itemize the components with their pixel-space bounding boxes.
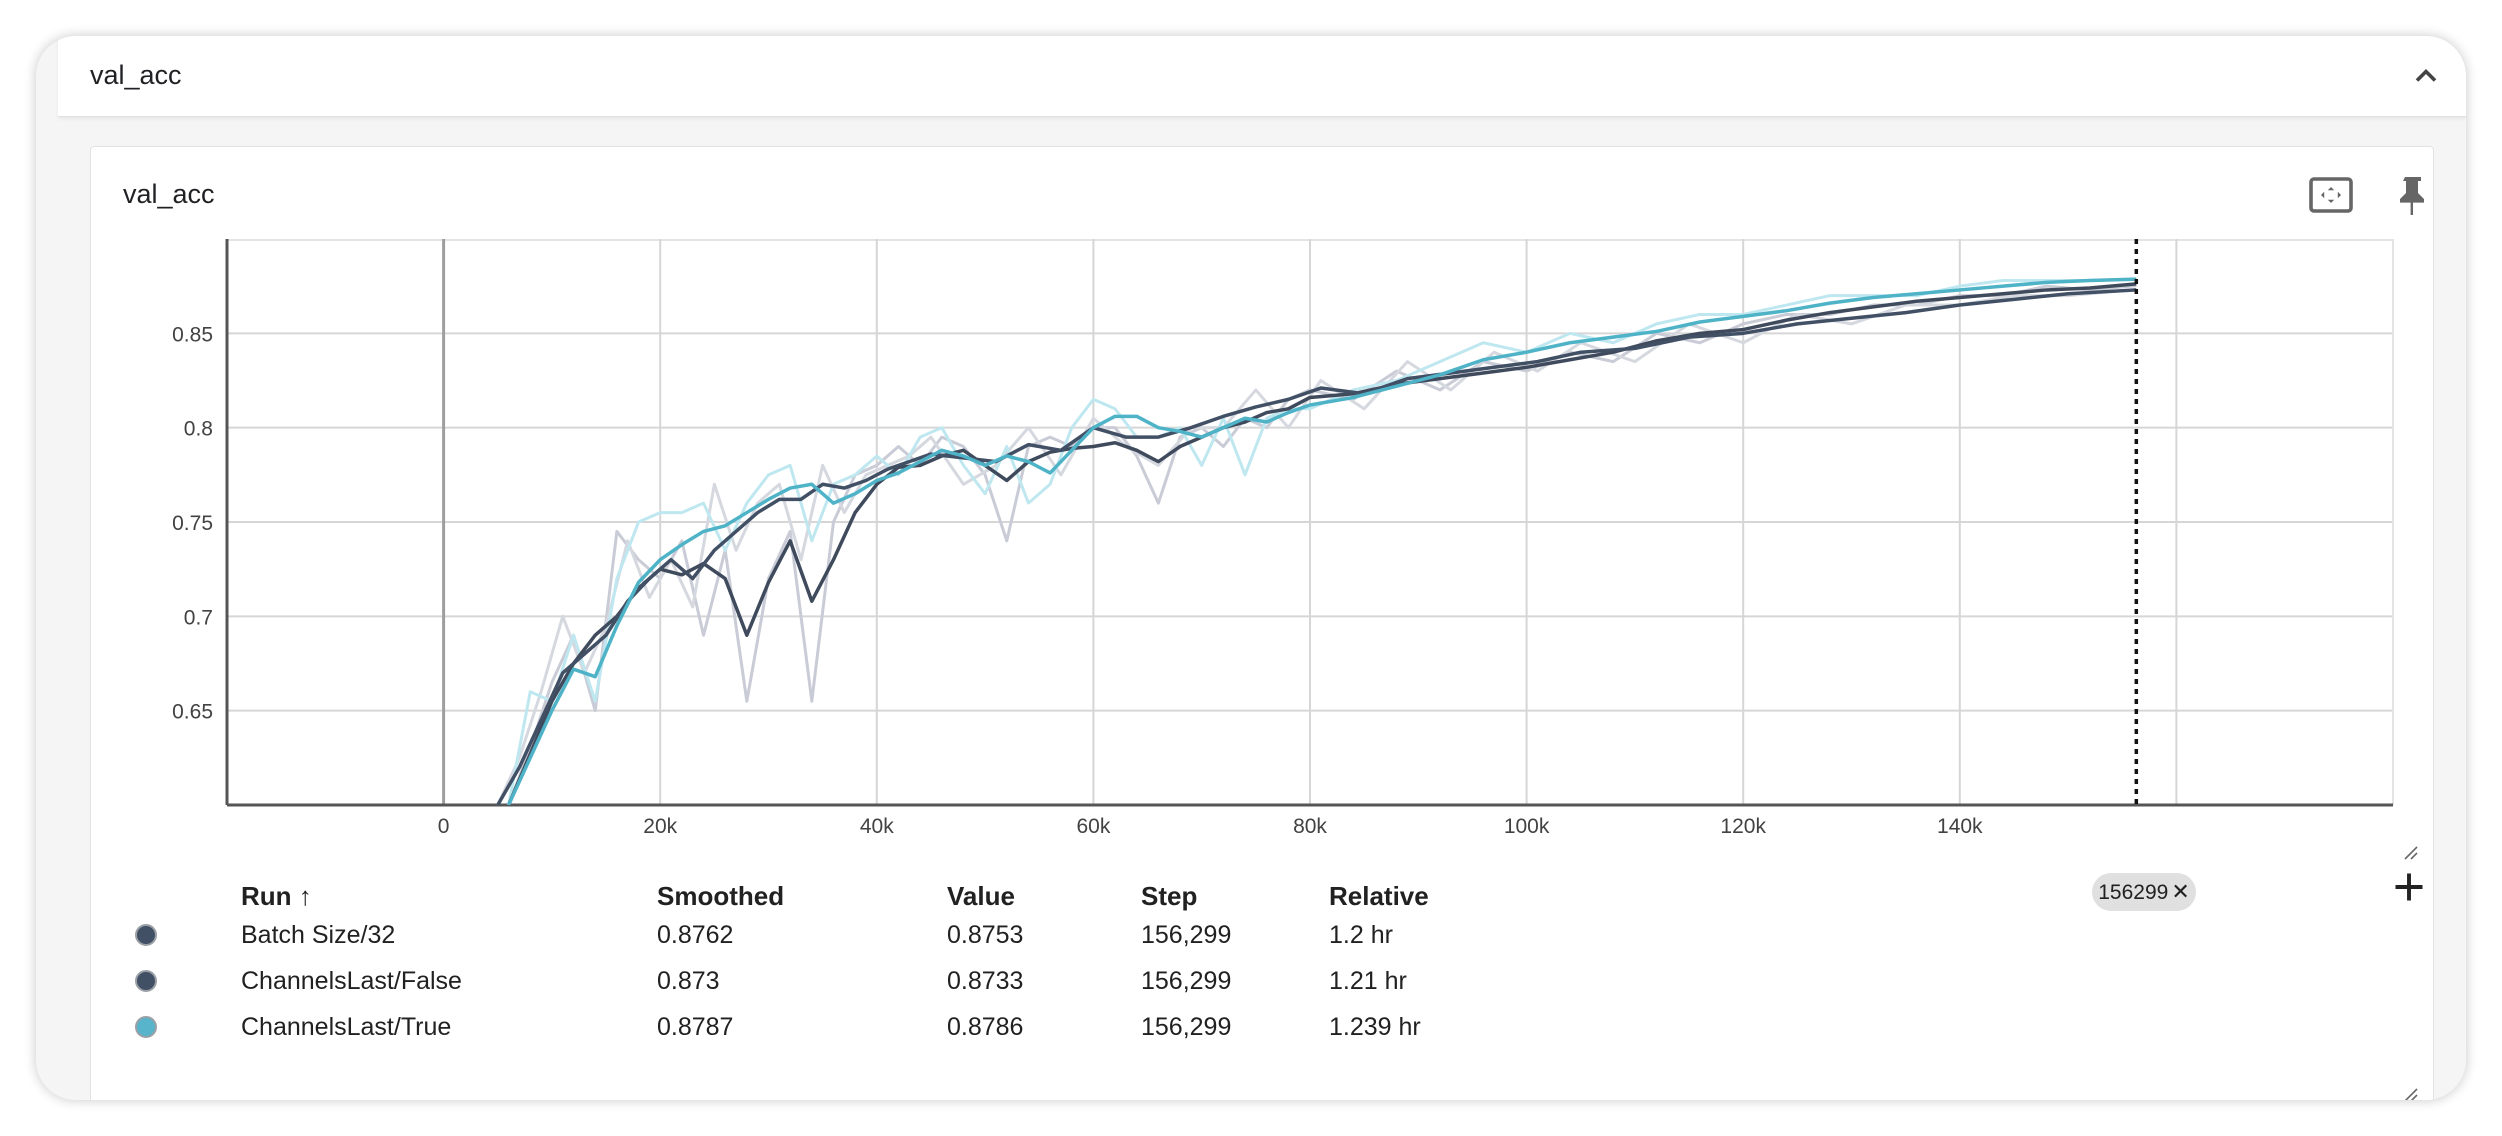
smoothed-cell: 0.8787 [657, 1013, 734, 1041]
chevron-up-icon[interactable] [2408, 58, 2444, 94]
y-tick-label: 0.65 [172, 701, 213, 724]
run-name: ChannelsLast/True [241, 1013, 452, 1041]
header-relative[interactable]: Relative [1329, 881, 1429, 911]
series-line [506, 282, 2137, 805]
series-raw-line [496, 287, 2137, 805]
y-tick-label: 0.85 [172, 323, 213, 346]
y-tick-label: 0.7 [184, 606, 213, 629]
step-cell: 156,299 [1141, 1013, 1232, 1041]
header-smoothed[interactable]: Smoothed [657, 881, 785, 911]
run-color-dot [135, 970, 157, 992]
x-tick-label: 0 [438, 815, 450, 838]
smoothed-cell: 0.873 [657, 967, 720, 995]
run-color-dot [135, 1016, 157, 1038]
x-tick-label: 40k [860, 815, 894, 838]
step-cursor-label: 156299 [2098, 881, 2169, 904]
line-chart[interactable]: 0.65 0.7 0.75 0.8 0.85 0 20k 40k 60k 80k 100k 120k 1… [91, 239, 2433, 879]
header-value[interactable]: Value [947, 881, 1015, 911]
x-tick-label: 20k [643, 815, 677, 838]
header-step[interactable]: Step [1141, 881, 1198, 911]
x-tick-label: 100k [1504, 815, 1550, 838]
value-cell: 0.8786 [947, 1013, 1024, 1041]
series-raw-line [507, 284, 2137, 805]
group-title: val_acc [90, 60, 182, 90]
run-color-dot [135, 924, 157, 946]
smoothed-cell: 0.8762 [657, 921, 734, 949]
run-name: ChannelsLast/False [241, 967, 462, 995]
series-raw-line [507, 277, 2137, 805]
group-header[interactable]: val_acc [58, 36, 2466, 117]
resize-handle-icon[interactable] [2399, 1083, 2419, 1100]
close-icon[interactable]: ✕ [2171, 879, 2190, 904]
x-tick-label: 60k [1076, 815, 1110, 838]
relative-cell: 1.2 hr [1329, 921, 1393, 949]
fit-to-domain-icon[interactable] [2307, 171, 2355, 219]
step-cell: 156,299 [1141, 921, 1232, 949]
value-cell: 0.8733 [947, 967, 1024, 995]
series-line [496, 288, 2137, 805]
y-tick-label: 0.75 [172, 512, 213, 535]
add-icon[interactable] [2391, 869, 2427, 905]
series-line [506, 277, 2137, 805]
chart-svg[interactable]: 0.65 0.7 0.75 0.8 0.85 0 20k 40k 60k 80k 100k 120k 1… [91, 239, 2433, 879]
x-tick-label: 120k [1720, 815, 1766, 838]
scalar-card: val_acc 0.65 0.7 0.75 0.8 0.85 0 20k 40k 60k 80k 1… [90, 146, 2434, 1100]
y-tick-label: 0.8 [184, 418, 213, 441]
run-name: Batch Size/32 [241, 921, 396, 949]
step-cell: 156,299 [1141, 967, 1232, 995]
header-run[interactable]: Run ↑ [241, 881, 312, 911]
resize-handle-icon[interactable] [2399, 841, 2419, 861]
x-tick-label: 80k [1293, 815, 1327, 838]
value-cell: 0.8753 [947, 921, 1024, 949]
pin-icon[interactable] [2389, 171, 2437, 219]
step-cursor-chip[interactable]: 156299 ✕ [2092, 873, 2196, 911]
scalars-group-panel: val_acc val_acc 0.65 0.7 0.75 0.8 0.85 0 20k 40… [36, 36, 2466, 1100]
card-title: val_acc [123, 179, 215, 209]
relative-cell: 1.239 hr [1329, 1013, 1421, 1041]
relative-cell: 1.21 hr [1329, 967, 1407, 995]
x-tick-label: 140k [1937, 815, 1983, 838]
